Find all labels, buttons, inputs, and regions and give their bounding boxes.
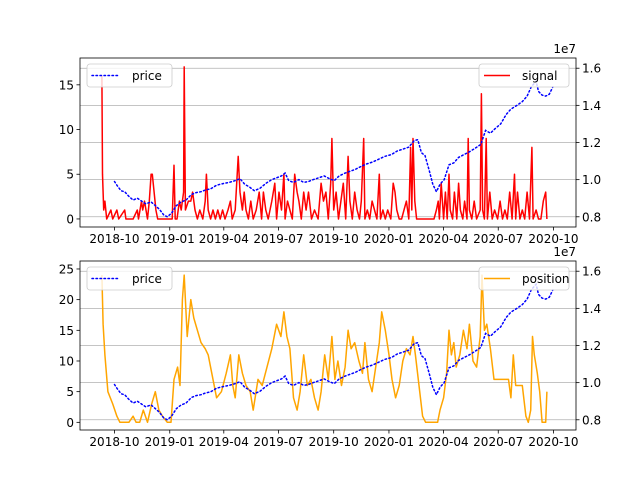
right-y-tick-label: 1.6 xyxy=(582,62,601,76)
left-y-tick-label: 25 xyxy=(59,262,74,276)
left-y-tick-label: 0 xyxy=(66,416,74,430)
x-tick-label: 2019-10 xyxy=(309,435,359,449)
right-y-tick-label: 1.4 xyxy=(582,302,601,316)
legend-label-price: price xyxy=(132,272,162,286)
x-tick-label: 2019-07 xyxy=(253,435,303,449)
right-y-tick-label: 0.8 xyxy=(582,210,601,224)
left-y-tick-label: 5 xyxy=(66,385,74,399)
left-y-tick-label: 10 xyxy=(59,123,74,137)
right-y-tick-label: 1.0 xyxy=(582,376,601,390)
x-tick-label: 2018-10 xyxy=(89,232,139,246)
x-tick-label: 2019-04 xyxy=(199,232,249,246)
left-y-tick-label: 20 xyxy=(59,293,74,307)
x-tick-label: 2019-01 xyxy=(145,232,195,246)
right-y-tick-label: 1.2 xyxy=(582,339,601,353)
x-tick-label: 2020-04 xyxy=(419,435,469,449)
left-y-tick-label: 5 xyxy=(66,168,74,182)
legend-label-price: price xyxy=(132,69,162,83)
x-tick-label: 2019-10 xyxy=(309,232,359,246)
x-tick-label: 2020-07 xyxy=(473,435,523,449)
right-axis-offset-label: 1e7 xyxy=(553,245,576,259)
legend-box xyxy=(478,266,570,291)
right-y-tick-label: 1.4 xyxy=(582,99,601,113)
x-tick-label: 2019-01 xyxy=(145,435,195,449)
right-y-tick-label: 1.0 xyxy=(582,173,601,187)
legend-label-signal: signal xyxy=(522,69,558,83)
series-position-line xyxy=(101,274,548,424)
x-tick-label: 2019-07 xyxy=(253,232,303,246)
legend-box xyxy=(86,266,173,291)
series-price-line xyxy=(113,79,554,218)
x-tick-label: 2019-04 xyxy=(199,435,249,449)
x-tick-label: 2020-01 xyxy=(364,435,414,449)
left-y-tick-label: 0 xyxy=(66,212,74,226)
left-y-tick-label: 15 xyxy=(59,78,74,92)
x-tick-label: 2020-10 xyxy=(528,435,578,449)
legend-right: signal xyxy=(478,63,570,88)
right-y-tick-label: 1.6 xyxy=(582,265,601,279)
legend-left: price xyxy=(86,63,173,88)
series-price-line xyxy=(113,282,554,421)
right-y-tick-label: 1.2 xyxy=(582,136,601,150)
legend-label-position: position xyxy=(522,272,570,286)
x-tick-label: 2020-10 xyxy=(528,232,578,246)
left-y-tick-label: 15 xyxy=(59,324,74,338)
x-tick-label: 2020-07 xyxy=(473,232,523,246)
legend-right: position xyxy=(478,266,570,291)
legend-box xyxy=(478,63,570,88)
x-tick-label: 2018-10 xyxy=(89,435,139,449)
panel-bottom: 2018-10 2019-01 2019-04 2019-07 2019-10 2020-… xyxy=(59,245,601,449)
legend-left: price xyxy=(86,266,173,291)
left-y-tick-label: 10 xyxy=(59,354,74,368)
panel-top: 2018-10 2019-01 2019-04 2019-07 2019-10 2020-… xyxy=(59,42,601,246)
right-y-tick-label: 0.8 xyxy=(582,413,601,427)
right-axis-offset-label: 1e7 xyxy=(553,42,576,56)
legend-box xyxy=(86,63,173,88)
series-signal-line xyxy=(101,66,548,220)
x-tick-label: 2020-04 xyxy=(419,232,469,246)
x-tick-label: 2020-01 xyxy=(364,232,414,246)
